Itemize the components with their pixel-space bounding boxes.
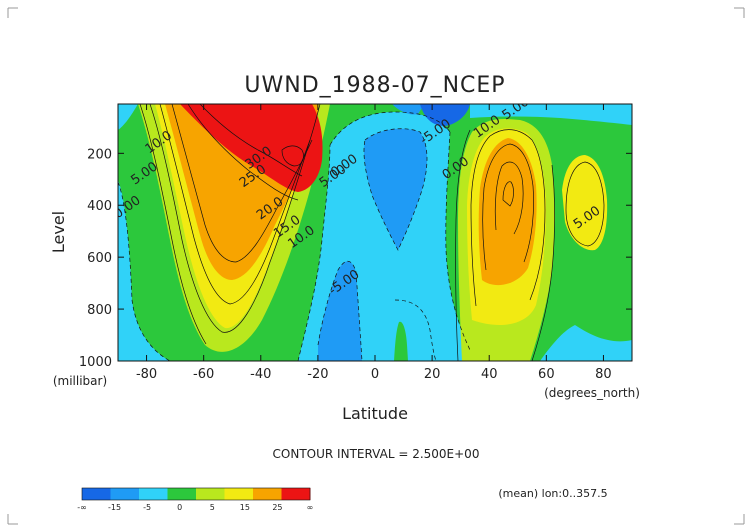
band-15-25: [478, 138, 537, 286]
x-tick-label: 40: [481, 367, 498, 382]
y-axis-unit: (millibar): [53, 374, 107, 388]
chart-title: UWND_1988-07_NCEP: [244, 73, 505, 98]
colorbar: -∞ -15 -5 0 5 15 25 ∞: [77, 487, 314, 512]
colorbar-swatch: [82, 488, 111, 500]
x-axis: -80 -60 -40 -20 0 20 40 60 80: [136, 104, 612, 382]
y-axis-label: Level: [49, 211, 68, 253]
colorbar-swatch: [196, 488, 225, 500]
colorbar-label: 5: [210, 503, 215, 512]
colorbar-label: 15: [240, 503, 250, 512]
contour-lines: [139, 104, 605, 361]
y-tick-label: 1000: [79, 355, 112, 370]
y-tick-label: 800: [87, 303, 112, 318]
colorbar-swatch: [139, 488, 168, 500]
colorbar-swatch: [253, 488, 282, 500]
y-axis: 200 400 600 800 1000: [79, 147, 632, 370]
x-axis-unit: (degrees_north): [544, 386, 640, 400]
band-5-15: [562, 155, 608, 251]
x-tick-label: -40: [250, 367, 271, 382]
band-minus5-0: [118, 180, 170, 361]
y-tick-label: 600: [87, 251, 112, 266]
colorbar-label: -5: [143, 503, 151, 512]
band-minus5-0: [118, 104, 138, 130]
contour-interval: CONTOUR INTERVAL = 2.500E+00: [273, 447, 480, 461]
y-tick-label: 400: [87, 199, 112, 214]
band-minus5-0: [470, 104, 632, 125]
band-25-30: [180, 104, 323, 192]
colorbar-label: 0: [177, 503, 182, 512]
colorbar-swatch: [224, 488, 254, 500]
band-minus5-0: [540, 325, 632, 361]
x-tick-label: -20: [307, 367, 328, 382]
colorbar-label: -∞: [77, 503, 87, 512]
colorbar-frame: [81, 487, 311, 501]
colorbar-swatch: [281, 488, 311, 500]
colorbar-label: 25: [272, 503, 282, 512]
y-tick-label: 200: [87, 147, 112, 162]
colorbar-label: ∞: [307, 503, 314, 512]
negative-contours: [118, 111, 471, 361]
x-tick-label: 60: [538, 367, 555, 382]
colorbar-swatch: [110, 488, 140, 500]
colorbar-label: -15: [108, 503, 121, 512]
corner-marks: [7, 7, 745, 525]
plot-area: 10.05.000.0030.025.020.015.010.05.000.00…: [118, 104, 632, 361]
band-minus10-minus5: [392, 104, 424, 115]
x-tick-label: -60: [193, 367, 214, 382]
x-tick-label: 20: [424, 367, 441, 382]
band-minus10-minus5: [318, 261, 362, 361]
colorbar-swatch: [167, 488, 197, 500]
mean-note: (mean) lon:0..357.5: [498, 487, 607, 500]
x-axis-label: Latitude: [342, 404, 408, 423]
x-tick-label: 80: [595, 367, 612, 382]
x-tick-label: -80: [136, 367, 157, 382]
x-tick-label: 0: [371, 367, 379, 382]
band-0-5: [394, 321, 408, 361]
